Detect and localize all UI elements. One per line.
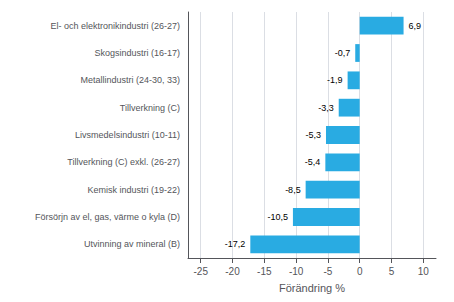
svg-text:-15: -15 [257,266,272,277]
svg-text:-1,9: -1,9 [327,75,343,85]
svg-text:6,9: 6,9 [409,21,422,31]
svg-text:Metallindustri (24-30, 33): Metallindustri (24-30, 33) [80,75,180,85]
svg-text:Försörjn av el, gas, värme o k: Försörjn av el, gas, värme o kyla (D) [35,212,180,222]
svg-text:Tillverkning (C) exkl. (26-27): Tillverkning (C) exkl. (26-27) [67,157,180,167]
svg-text:-10,5: -10,5 [267,212,288,222]
svg-text:0: 0 [357,266,363,277]
svg-text:5: 5 [389,266,395,277]
svg-text:-25: -25 [193,266,208,277]
svg-text:-0,7: -0,7 [335,48,351,58]
svg-text:Tillverkning (C): Tillverkning (C) [120,103,180,113]
svg-text:-5: -5 [323,266,332,277]
svg-text:-5,3: -5,3 [305,130,321,140]
svg-text:-20: -20 [225,266,240,277]
svg-text:-10: -10 [289,266,304,277]
svg-text:-17,2: -17,2 [225,239,246,249]
svg-text:Skogsindustri (16-17): Skogsindustri (16-17) [94,48,180,58]
svg-text:-3,3: -3,3 [318,103,334,113]
svg-text:-8,5: -8,5 [285,185,301,195]
svg-text:10: 10 [418,266,430,277]
svg-text:-5,4: -5,4 [305,157,321,167]
svg-text:El- och elektronikindustri (26: El- och elektronikindustri (26-27) [50,21,180,31]
svg-text:Utvinning av mineral (B): Utvinning av mineral (B) [84,239,180,249]
svg-text:Kemisk industri (19-22): Kemisk industri (19-22) [87,185,180,195]
svg-text:Förändring %: Förändring % [279,282,345,294]
svg-text:Livsmedelsindustri (10-11): Livsmedelsindustri (10-11) [75,130,180,140]
